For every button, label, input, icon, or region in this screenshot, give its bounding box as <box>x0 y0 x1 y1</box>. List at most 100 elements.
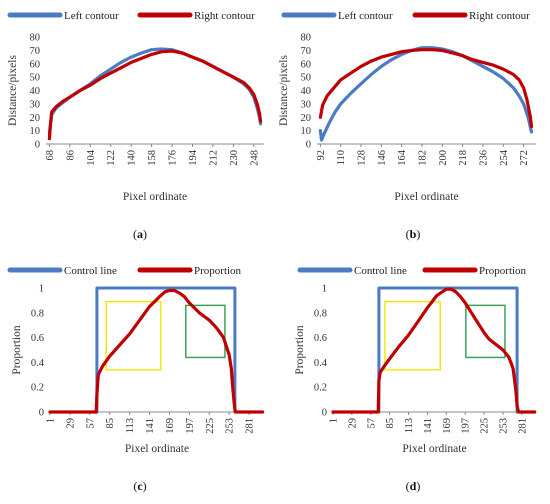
x-axis-title: Pixel ordinate <box>402 443 466 455</box>
y-tick-label: 10 <box>30 126 41 137</box>
legend-label: Proportion <box>479 265 527 277</box>
chart-panel-a: 0 10 20 30 40 50 60 70 80 68 86 104 122 140 158 176 194 2… <box>7 10 264 241</box>
y-tick-label: 60 <box>301 59 312 70</box>
y-tick-label: 0.2 <box>314 383 327 394</box>
y-tick-label: 20 <box>30 113 41 124</box>
x-tick-label: 281 <box>517 418 528 434</box>
panel-label-letter: c <box>137 479 143 493</box>
y-tick-label: 0.6 <box>314 333 327 344</box>
x-tick-label: 57 <box>85 418 96 429</box>
x-tick-label: 1 <box>46 418 57 423</box>
y-tick-label: 30 <box>301 99 312 110</box>
chart-panel-d: 0 0.2 0.4 0.6 0.8 1 1 29 57 85 113 141 169 197 225 253 2… <box>294 265 537 493</box>
y-axis-title: Distance/pixels <box>278 55 290 126</box>
y-tick-label: 80 <box>301 33 312 44</box>
y-axis-title: Proportion <box>11 325 23 374</box>
chart-panel-b: 0 10 20 30 40 50 60 70 80 92 110 128 146 164 182 200 218… <box>278 10 536 241</box>
y-axis-title: Distance/pixels <box>7 55 19 126</box>
panel-label: (c) <box>133 479 146 493</box>
legend-label: Proportion <box>194 265 242 277</box>
x-tick-label: 197 <box>461 418 472 434</box>
y-tick-label: 80 <box>30 33 41 44</box>
y-tick-label: 20 <box>301 113 312 124</box>
y-tick-label: 0.2 <box>31 383 44 394</box>
y-axis-title: Proportion <box>294 325 306 374</box>
x-tick-label: 122 <box>106 150 117 166</box>
x-tick-label: 253 <box>225 418 236 434</box>
x-tick-label: 200 <box>438 150 449 166</box>
x-tick-label: 281 <box>245 418 256 434</box>
highlight-box-yellow <box>105 300 162 371</box>
panel-label-paren-close: ) <box>416 479 420 493</box>
x-tick-label: 254 <box>499 149 510 166</box>
panel-label: (d) <box>406 479 421 493</box>
panel-label-paren-open: ( <box>133 479 137 493</box>
y-tick-label: 50 <box>30 73 41 84</box>
series-line-left-contour <box>318 46 534 142</box>
y-tick-label: 40 <box>301 86 312 97</box>
series-line-control-line <box>48 286 265 414</box>
y-tick-label: 0.8 <box>31 308 44 319</box>
panel-label-paren-close: ) <box>143 227 147 241</box>
x-tick-label: 169 <box>442 418 453 434</box>
y-tick-label: 0 <box>306 140 311 151</box>
x-tick-label: 113 <box>404 418 415 433</box>
y-tick-label: 70 <box>30 46 41 57</box>
x-tick-label: 197 <box>185 418 196 434</box>
x-tick-label: 272 <box>519 150 530 166</box>
x-tick-label: 176 <box>168 150 179 166</box>
panel-label-letter: d <box>410 479 417 493</box>
x-axis-title: Pixel ordinate <box>394 191 458 203</box>
x-tick-label: 68 <box>45 150 56 161</box>
legend-label: Right contour <box>469 10 530 22</box>
x-tick-label: 141 <box>423 418 434 434</box>
x-tick-label: 158 <box>147 150 158 166</box>
y-tick-label: 1 <box>322 284 327 295</box>
y-tick-label: 50 <box>301 73 312 84</box>
y-tick-label: 0.6 <box>31 333 44 344</box>
y-tick-label: 0.4 <box>314 358 328 369</box>
legend-label: Control line <box>354 265 407 277</box>
x-tick-label: 182 <box>417 150 428 166</box>
y-tick-label: 0.4 <box>31 358 45 369</box>
panel-label: (a) <box>133 227 147 241</box>
x-tick-label: 248 <box>249 150 260 166</box>
series-line-proportion <box>331 287 537 414</box>
x-tick-label: 85 <box>105 418 116 429</box>
x-tick-label: 253 <box>498 418 509 434</box>
highlight-box-green <box>465 304 506 359</box>
series-line-right-contour <box>318 48 534 129</box>
y-tick-label: 0 <box>322 408 327 419</box>
panel-label-letter: a <box>137 227 143 241</box>
x-tick-label: 225 <box>480 418 491 434</box>
series-line-proportion <box>48 288 265 414</box>
x-tick-label: 164 <box>397 149 408 166</box>
highlight-box-yellow <box>384 300 441 371</box>
x-tick-label: 225 <box>205 418 216 434</box>
x-axis-title: Pixel ordinate <box>125 443 189 455</box>
legend-label: Right contour <box>194 10 255 22</box>
chart-panel-c: 0 0.2 0.4 0.6 0.8 1 1 29 57 85 113 141 169 197 225 253 2… <box>7 265 265 493</box>
x-tick-label: 141 <box>145 418 156 434</box>
panel-label-paren-open: ( <box>406 227 410 241</box>
x-tick-label: 230 <box>229 150 240 166</box>
x-tick-label: 128 <box>357 150 368 166</box>
x-tick-label: 236 <box>478 150 489 166</box>
legend-label: Control line <box>64 265 117 277</box>
y-tick-label: 40 <box>30 86 41 97</box>
x-tick-label: 86 <box>65 150 76 161</box>
y-tick-label: 60 <box>30 59 41 70</box>
x-tick-label: 146 <box>377 150 388 166</box>
y-tick-label: 30 <box>30 99 41 110</box>
x-tick-label: 104 <box>86 149 97 166</box>
x-tick-label: 92 <box>316 150 327 161</box>
x-tick-label: 29 <box>65 418 76 429</box>
panel-label-paren-open: ( <box>406 479 410 493</box>
y-tick-label: 70 <box>301 46 312 57</box>
panel-label: (b) <box>406 227 421 241</box>
y-tick-label: 0.8 <box>314 308 327 319</box>
x-tick-label: 140 <box>127 150 138 166</box>
legend-label: Left contour <box>338 10 393 22</box>
legend-label: Left contour <box>64 10 119 22</box>
x-tick-label: 110 <box>336 150 347 165</box>
